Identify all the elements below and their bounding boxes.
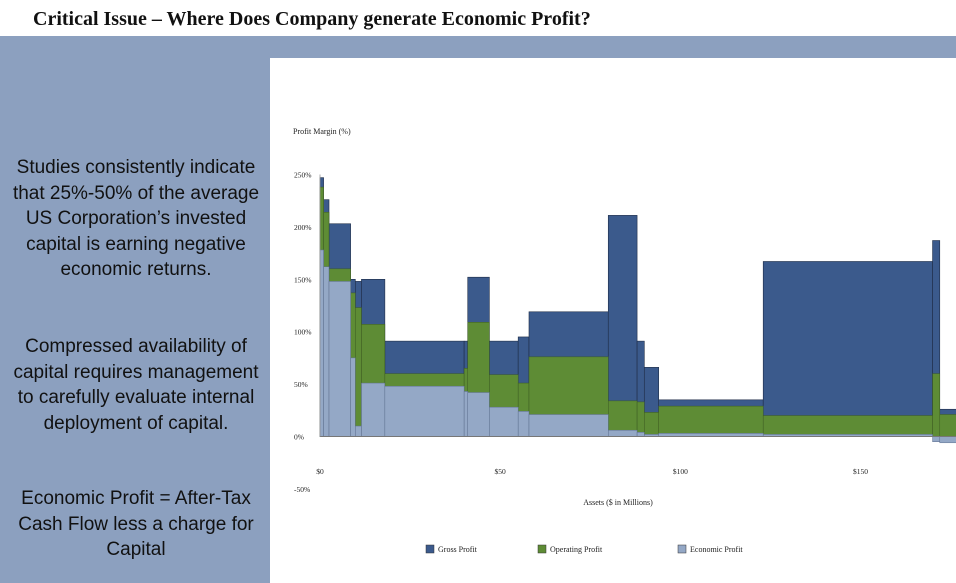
x-tick-label: $100 bbox=[673, 467, 688, 476]
x-tick-label: $0 bbox=[316, 467, 324, 476]
x-tick-label: $50 bbox=[495, 467, 507, 476]
operating-profit-bar-4 bbox=[355, 307, 362, 437]
y-tick-label: 50% bbox=[294, 380, 308, 389]
legend-operating-profit-swatch bbox=[537, 544, 547, 554]
economic-profit-bar-4 bbox=[355, 425, 362, 437]
chart-axes bbox=[319, 174, 956, 437]
y-tick-label: 100% bbox=[294, 328, 312, 337]
text-panel bbox=[0, 36, 270, 583]
operating-profit-bar-17 bbox=[932, 373, 941, 437]
studies-paragraph: Studies consistently indicate that 25%-5… bbox=[12, 157, 260, 280]
economic-profit-bar-7 bbox=[463, 391, 468, 437]
economic-profit-bar-5 bbox=[361, 382, 386, 437]
economic-profit-bar-18 bbox=[939, 436, 956, 444]
economic-profit-bar-0 bbox=[319, 249, 324, 437]
operating-profit-bar-16 bbox=[762, 415, 933, 437]
legend-gross-profit-label: Gross Profit bbox=[438, 545, 478, 554]
y-tick-label: 200% bbox=[294, 223, 312, 232]
gross-profit-bar-12 bbox=[607, 215, 638, 437]
chart-area: Profit Margin (%) Assets ($ in Millions)… bbox=[270, 58, 956, 583]
operating-profit-bar-13 bbox=[636, 401, 645, 437]
legend-economic-profit-label: Economic Profit bbox=[690, 545, 743, 554]
economic-profit-bar-11 bbox=[528, 414, 609, 437]
economic-profit-bar-2 bbox=[328, 281, 351, 437]
x-tick-label: $150 bbox=[853, 467, 868, 476]
operating-profit-bar-18 bbox=[939, 414, 956, 437]
economic-profit-bar-6 bbox=[384, 385, 465, 437]
legend-economic-profit-swatch bbox=[677, 544, 687, 554]
y-tick-label: 0% bbox=[294, 433, 304, 442]
economic-profit-bar-9 bbox=[489, 406, 519, 437]
economic-profit-bar-10 bbox=[517, 411, 530, 437]
x-tick-labels: $0$50$100$150$200$250$300 bbox=[316, 467, 868, 476]
economic-profit-bar-17 bbox=[932, 436, 941, 442]
operating-profit-bar-15 bbox=[658, 405, 764, 437]
y-tick-label: 250% bbox=[294, 171, 312, 180]
chart-legend: Gross Profit Operating Profit Economic Pro… bbox=[425, 544, 743, 554]
y-tick-label: -50% bbox=[294, 485, 310, 494]
economic-profit-bar-8 bbox=[467, 392, 490, 437]
economic-profit-bar-3 bbox=[350, 357, 356, 437]
slide-title: Critical Issue – Where Does Company gene… bbox=[33, 8, 591, 30]
y-axis-label: Profit Margin (%) bbox=[293, 127, 351, 136]
x-axis-label: Assets ($ in Millions) bbox=[583, 498, 653, 507]
economic-profit-bar-13 bbox=[636, 432, 645, 437]
legend-operating-profit-label: Operating Profit bbox=[550, 545, 603, 554]
legend-gross-profit-swatch bbox=[425, 544, 435, 554]
gross-profit-bar-16 bbox=[762, 261, 933, 437]
economic-profit-bar-12 bbox=[608, 429, 638, 437]
operating-profit-bar-14 bbox=[644, 412, 659, 437]
y-tick-label: 150% bbox=[294, 275, 312, 284]
economic-profit-bar-1 bbox=[323, 266, 330, 437]
capital-paragraph: Compressed availability of capital requi… bbox=[13, 336, 259, 434]
y-tick-labels: -50% 0% 50% 100% 150% 200% 250% bbox=[294, 171, 312, 494]
profit-margin-chart: Profit Margin (%) Assets ($ in Millions)… bbox=[293, 127, 956, 554]
economic-profit-definition: Economic Profit = After-Tax Cash Flow le… bbox=[18, 488, 254, 560]
